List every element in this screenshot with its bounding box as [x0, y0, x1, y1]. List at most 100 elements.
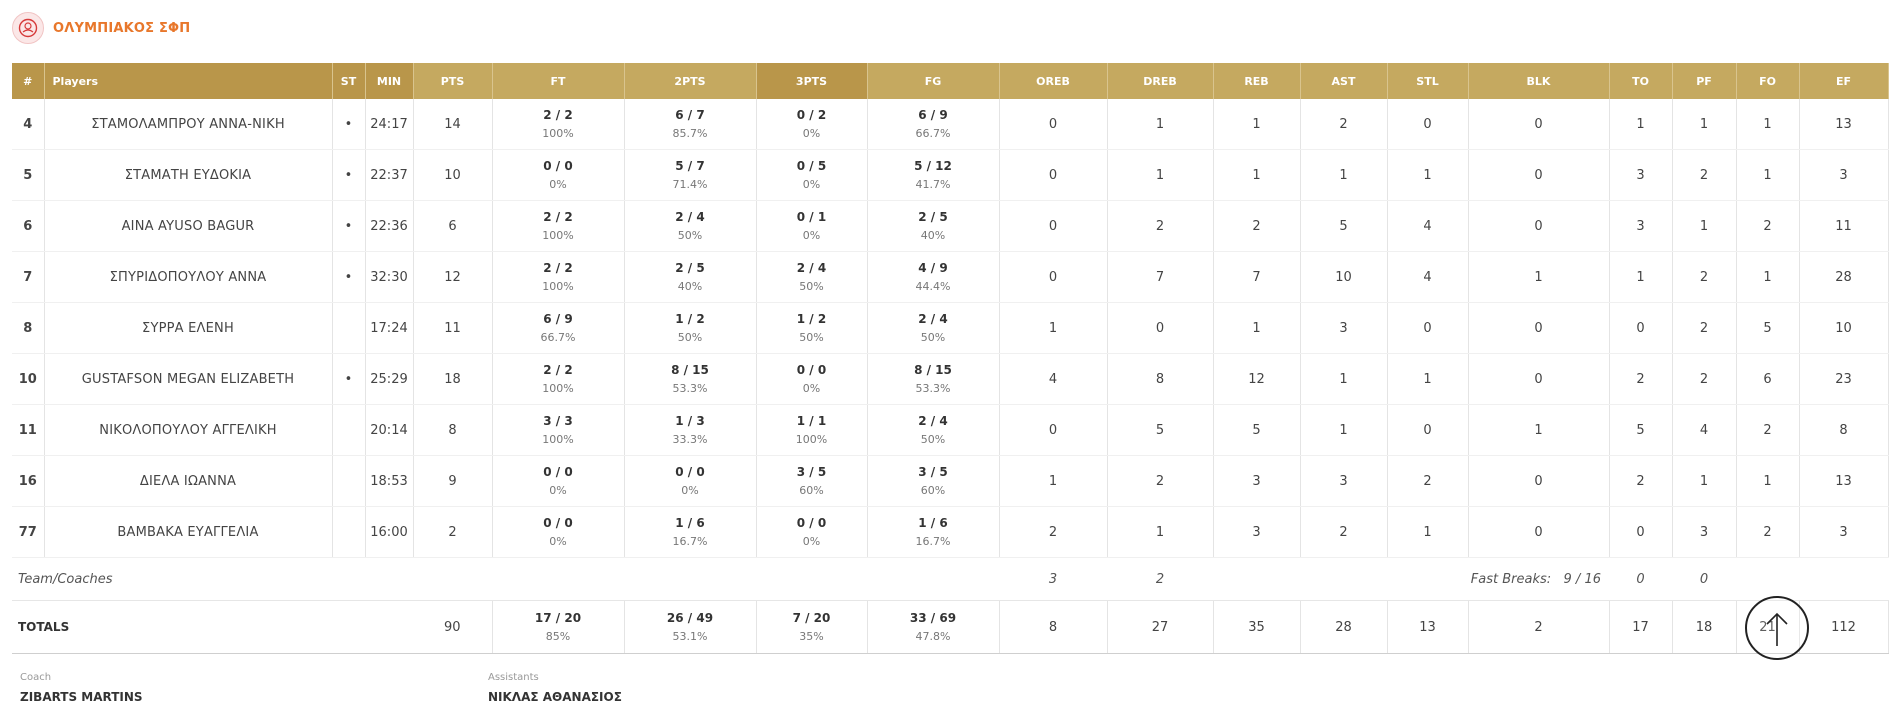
player-dreb: 2 [1107, 455, 1214, 507]
player-fg: 3 / 5 60% [867, 455, 1000, 507]
player-3pts-made: 1 / 2 [796, 312, 827, 326]
player-ft-made: 6 / 9 [543, 312, 573, 326]
player-name[interactable]: ΣΠΥΡΙΔΟΠΟΥΛΟΥ ΑΝΝΑ [44, 251, 333, 303]
player-ef: 13 [1799, 455, 1889, 507]
player-row: 77 ΒΑΜΒΑΚΑ ΕΥΑΓΓΕΛΙΑ 16:00 2 0 / 0 0% 1 / 6 16.… [12, 506, 1889, 558]
player-ft-pct: 0% [549, 535, 567, 548]
scroll-to-top-button[interactable] [1745, 596, 1809, 660]
col-header-stl[interactable]: STL [1387, 63, 1469, 99]
player-ft: 0 / 0 0% [492, 506, 625, 558]
totals-fg: 33 / 69 47.8% [867, 600, 1000, 654]
col-header-ef[interactable]: EF [1799, 63, 1889, 99]
col-header-blk[interactable]: BLK [1468, 63, 1610, 99]
player-number: 11 [12, 404, 45, 456]
col-header-3pts[interactable]: 3PTS [756, 63, 868, 99]
col-header-fg[interactable]: FG [867, 63, 1000, 99]
player-2pts: 1 / 3 33.3% [624, 404, 757, 456]
player-name[interactable]: ΣΤΑΜΑΤΗ ΕΥΔΟΚΙΑ [44, 149, 333, 201]
player-2pts: 8 / 15 53.3% [624, 353, 757, 405]
player-name[interactable]: ΝΙΚΟΛΟΠΟΥΛΟΥ ΑΓΓΕΛΙΚΗ [44, 404, 333, 456]
player-fg-pct: 40% [920, 229, 946, 242]
player-points: 14 [413, 99, 493, 150]
col-header-2pts[interactable]: 2PTS [624, 63, 757, 99]
col-header-fo[interactable]: FO [1736, 63, 1800, 99]
col-header-pf[interactable]: PF [1672, 63, 1737, 99]
player-oreb: 0 [999, 251, 1108, 303]
player-minutes: 18:53 [365, 455, 414, 507]
player-pf: 3 [1672, 506, 1737, 558]
player-fo: 5 [1736, 302, 1800, 354]
player-fg-pct: 53.3% [915, 382, 951, 395]
player-ef: 3 [1799, 149, 1889, 201]
col-header-number[interactable]: # [12, 63, 45, 99]
player-fg-pct: 44.4% [915, 280, 951, 293]
player-reb: 3 [1213, 455, 1301, 507]
player-minutes: 20:14 [365, 404, 414, 456]
player-points: 9 [413, 455, 493, 507]
player-fg-pct: 50% [920, 433, 946, 446]
player-row: 6 AINA AYUSO BAGUR • 22:36 6 2 / 2 100% 2 / 4 50… [12, 200, 1889, 252]
player-stl: 4 [1387, 200, 1469, 252]
player-3pts-made: 0 / 5 [796, 159, 827, 173]
player-name[interactable]: ΣΥΡΡΑ ΕΛΕΝΗ [44, 302, 333, 354]
player-name[interactable]: ΒΑΜΒΑΚΑ ΕΥΑΓΓΕΛΙΑ [44, 506, 333, 558]
player-to: 1 [1609, 99, 1673, 150]
player-points: 12 [413, 251, 493, 303]
player-number: 8 [12, 302, 45, 354]
player-name[interactable]: AINA AYUSO BAGUR [44, 200, 333, 252]
coach-block: Coach ZIBARTS MARTINS [20, 672, 143, 704]
col-header-ft[interactable]: FT [492, 63, 625, 99]
player-fo: 1 [1736, 149, 1800, 201]
player-ft-made: 2 / 2 [543, 363, 573, 377]
player-reb: 7 [1213, 251, 1301, 303]
starter-indicator: • [332, 251, 366, 303]
player-name[interactable]: ΔΙΕΛΑ ΙΩΑΝΝΑ [44, 455, 333, 507]
player-number: 10 [12, 353, 45, 405]
player-points: 18 [413, 353, 493, 405]
fast-breaks: Fast Breaks: 9 / 16 [1213, 557, 1609, 601]
player-blk: 0 [1468, 149, 1610, 201]
player-fg: 2 / 4 50% [867, 302, 1000, 354]
totals-stl: 13 [1387, 600, 1469, 654]
player-3pts-made: 0 / 0 [796, 363, 827, 377]
player-name[interactable]: ΣΤΑΜΟΛΑΜΠΡΟΥ ΑΝΝΑ-ΝΙΚΗ [44, 99, 333, 150]
player-2pts: 6 / 7 85.7% [624, 99, 757, 150]
player-ef: 13 [1799, 99, 1889, 150]
player-ef: 3 [1799, 506, 1889, 558]
player-points: 11 [413, 302, 493, 354]
player-blk: 0 [1468, 99, 1610, 150]
player-stl: 2 [1387, 455, 1469, 507]
player-2pts: 5 / 7 71.4% [624, 149, 757, 201]
player-name[interactable]: GUSTAFSON MEGAN ELIZABETH [44, 353, 333, 405]
player-pf: 2 [1672, 353, 1737, 405]
player-fg-pct: 60% [920, 484, 946, 497]
totals-reb: 35 [1213, 600, 1301, 654]
starter-indicator: • [332, 200, 366, 252]
player-to: 0 [1609, 506, 1673, 558]
col-header-oreb[interactable]: OREB [999, 63, 1108, 99]
col-header-players[interactable]: Players [44, 63, 333, 99]
player-3pts-made: 1 / 1 [796, 414, 827, 428]
player-fg-made: 2 / 4 [918, 312, 948, 326]
col-header-min[interactable]: MIN [365, 63, 414, 99]
player-dreb: 1 [1107, 149, 1214, 201]
player-stl: 0 [1387, 404, 1469, 456]
team-name[interactable]: ΟΛΥΜΠΙΑΚΟΣ ΣΦΠ [53, 20, 191, 36]
col-header-to[interactable]: TO [1609, 63, 1673, 99]
col-header-reb[interactable]: REB [1213, 63, 1301, 99]
player-3pts-made: 2 / 4 [796, 261, 827, 275]
col-header-st[interactable]: ST [332, 63, 366, 99]
col-header-dreb[interactable]: DREB [1107, 63, 1214, 99]
player-ft-pct: 100% [542, 127, 574, 140]
totals-row: TOTALS 90 17 / 20 85% 26 / 49 53.1% 7 / 20… [12, 600, 1889, 654]
totals-label: TOTALS [12, 600, 413, 654]
player-3pts: 0 / 0 0% [756, 506, 868, 558]
player-ft-made: 0 / 0 [543, 159, 573, 173]
player-ft-made: 2 / 2 [543, 261, 573, 275]
player-fg-pct: 41.7% [915, 178, 951, 191]
player-3pts-pct: 0% [802, 229, 821, 242]
col-header-pts[interactable]: PTS [413, 63, 493, 99]
player-dreb: 8 [1107, 353, 1214, 405]
player-pf: 4 [1672, 404, 1737, 456]
col-header-ast[interactable]: AST [1300, 63, 1388, 99]
